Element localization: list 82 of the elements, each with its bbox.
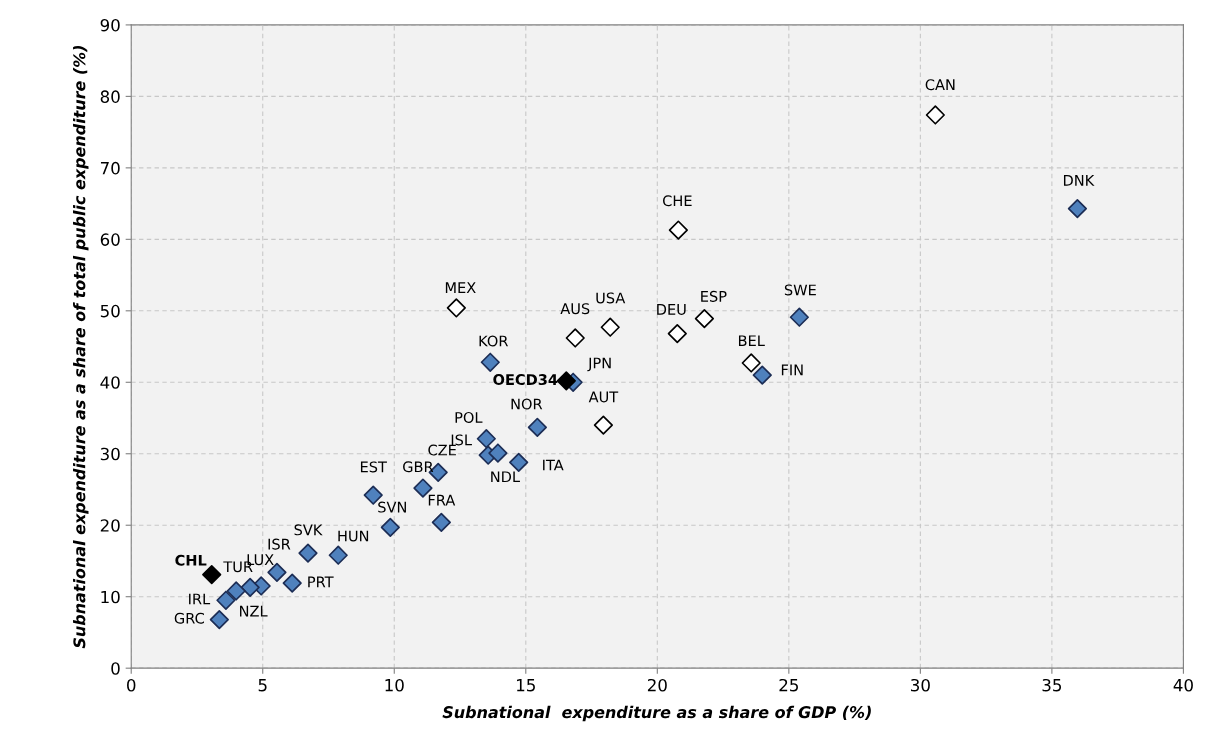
x-tick-label: 5: [258, 679, 267, 692]
point: [380, 517, 400, 537]
point: [509, 452, 529, 472]
point: [789, 307, 809, 327]
x-tick-label: 35: [1042, 678, 1062, 692]
y-tick-label: 50: [100, 304, 120, 318]
annotation: SWE: [784, 284, 816, 296]
annotation: CZE: [428, 444, 456, 456]
annotation: ISR: [268, 538, 291, 550]
y-tick-label: 20: [100, 519, 120, 532]
annotation: EST: [360, 461, 387, 473]
annotation: JPN: [587, 357, 611, 372]
annotation: SVK: [294, 524, 323, 536]
point: [556, 371, 576, 391]
annotation: MEX: [445, 282, 476, 293]
point: [431, 512, 451, 532]
point: [741, 353, 761, 373]
point: [480, 352, 500, 372]
point: [527, 417, 547, 437]
point: [216, 590, 236, 610]
point: [488, 443, 508, 463]
x-tick-label: 20: [647, 678, 667, 692]
y-axis-title: Subnational expenditure as a share of total public expenditure (%): [73, 45, 89, 649]
annotation: NOR: [511, 398, 543, 410]
y-tick-label: 30: [100, 447, 120, 461]
point: [925, 105, 945, 125]
point: [298, 543, 318, 563]
y-tick-label: 70: [100, 161, 120, 175]
annotation: ESP: [701, 290, 727, 302]
x-tick-label: 15: [517, 679, 535, 692]
annotation: NDL: [491, 471, 520, 483]
point: [600, 317, 620, 337]
point: [209, 609, 229, 630]
annotation: PRT: [308, 576, 334, 588]
point: [226, 581, 246, 601]
annotation: SVN: [378, 501, 406, 513]
annotation: FRA: [428, 494, 456, 506]
x-tick-label: 40: [1173, 678, 1193, 692]
annotation: OECD34: [493, 374, 558, 386]
annotation: ITA: [543, 459, 564, 471]
annotation: GBR: [403, 461, 434, 473]
point: [694, 309, 715, 329]
point: [752, 365, 772, 385]
annotation: AUT: [588, 391, 619, 403]
y-tick-label: 80: [100, 90, 120, 103]
annotation: FIN: [781, 364, 803, 376]
y-tick-label: 40: [100, 376, 120, 389]
y-tick-label: 90: [100, 18, 120, 32]
annotation: NZL: [240, 605, 268, 617]
point: [1067, 198, 1088, 219]
point: [282, 573, 302, 593]
annotation: DNK: [1063, 174, 1095, 186]
x-tick-label: 0: [127, 678, 136, 692]
annotation: CHE: [662, 195, 692, 207]
annotation: CAN: [925, 79, 955, 91]
y-tick-label: 10: [101, 590, 120, 604]
annotation: BEL: [738, 335, 765, 347]
annotation: DEU: [657, 304, 686, 315]
point: [202, 564, 222, 585]
annotation: ISL: [451, 434, 472, 446]
point: [668, 220, 688, 240]
annotation: CHL: [175, 554, 207, 566]
annotation: HUN: [338, 530, 369, 542]
annotation: GRC: [174, 612, 204, 624]
y-tick-label: 60: [100, 233, 120, 246]
annotation: KOR: [479, 335, 509, 347]
point: [565, 328, 585, 348]
annotation: AUS: [560, 303, 590, 315]
point: [328, 545, 348, 565]
annotation: USA: [596, 292, 626, 304]
point: [593, 415, 614, 435]
point: [667, 324, 687, 344]
point: [240, 577, 260, 598]
x-tick-label: 30: [911, 678, 930, 692]
x-axis-title: Subnational expenditure as a share of GDP (%): [442, 705, 871, 722]
point: [476, 429, 496, 449]
y-tick-label: 0: [111, 662, 120, 675]
x-tick-label: 10: [385, 678, 404, 692]
x-tick-label: 25: [779, 678, 798, 692]
annotation: POL: [455, 411, 483, 423]
annotation: IRL: [189, 593, 211, 605]
point: [446, 298, 466, 318]
